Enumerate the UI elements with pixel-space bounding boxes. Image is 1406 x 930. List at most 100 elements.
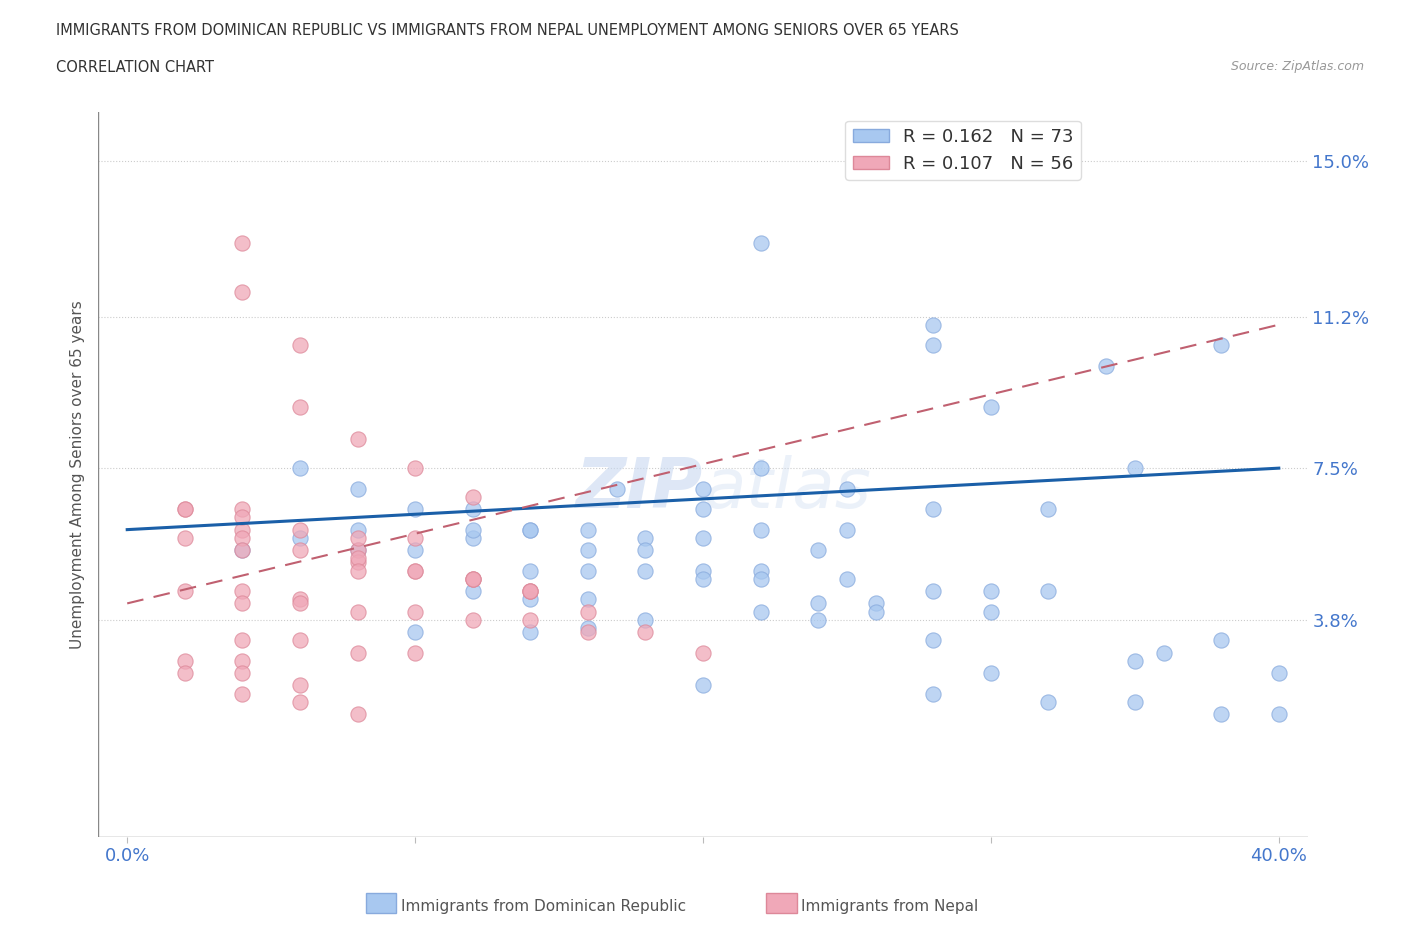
Point — [404, 543, 426, 558]
Point — [173, 666, 195, 681]
Point — [173, 530, 195, 545]
Point — [807, 596, 830, 611]
Point — [404, 625, 426, 640]
Point — [749, 522, 772, 537]
Point — [519, 564, 541, 578]
Point — [519, 522, 541, 537]
Point — [634, 543, 657, 558]
Point — [461, 571, 484, 586]
Point — [231, 522, 253, 537]
Point — [576, 543, 599, 558]
Point — [173, 501, 195, 516]
Point — [288, 522, 311, 537]
Point — [980, 604, 1002, 619]
Point — [749, 571, 772, 586]
Point — [288, 678, 311, 693]
Point — [1123, 654, 1146, 669]
Text: CORRELATION CHART: CORRELATION CHART — [56, 60, 214, 75]
Point — [980, 666, 1002, 681]
Point — [173, 501, 195, 516]
Point — [519, 584, 541, 599]
Point — [288, 530, 311, 545]
Point — [519, 584, 541, 599]
Point — [231, 686, 253, 701]
Point — [231, 501, 253, 516]
Point — [807, 612, 830, 627]
Point — [749, 460, 772, 475]
Point — [404, 530, 426, 545]
Point — [692, 571, 714, 586]
Point — [749, 604, 772, 619]
Point — [288, 591, 311, 606]
Point — [1038, 501, 1060, 516]
Point — [692, 645, 714, 660]
Point — [1123, 695, 1146, 710]
Point — [288, 543, 311, 558]
Point — [1211, 707, 1233, 722]
Point — [346, 645, 368, 660]
Point — [922, 501, 945, 516]
Point — [346, 543, 368, 558]
Point — [1153, 645, 1175, 660]
Point — [461, 571, 484, 586]
Point — [576, 625, 599, 640]
Point — [461, 501, 484, 516]
Point — [922, 317, 945, 332]
Point — [1268, 666, 1291, 681]
Point — [461, 571, 484, 586]
Point — [519, 591, 541, 606]
Point — [231, 543, 253, 558]
Point — [231, 584, 253, 599]
Point — [288, 632, 311, 647]
Point — [461, 612, 484, 627]
Point — [576, 522, 599, 537]
Point — [835, 571, 858, 586]
Point — [1038, 584, 1060, 599]
Point — [288, 460, 311, 475]
Point — [346, 604, 368, 619]
Point — [173, 584, 195, 599]
Point — [346, 481, 368, 496]
Point — [231, 596, 253, 611]
Point — [461, 530, 484, 545]
Point — [231, 666, 253, 681]
Point — [980, 399, 1002, 414]
Point — [519, 625, 541, 640]
Point — [288, 695, 311, 710]
Point — [346, 707, 368, 722]
Point — [576, 620, 599, 635]
Point — [1123, 460, 1146, 475]
Point — [519, 612, 541, 627]
Point — [346, 551, 368, 565]
Point — [922, 632, 945, 647]
Point — [576, 604, 599, 619]
Point — [231, 235, 253, 250]
Point — [461, 584, 484, 599]
Point — [692, 501, 714, 516]
Point — [576, 564, 599, 578]
Point — [692, 530, 714, 545]
Point — [519, 584, 541, 599]
Point — [404, 564, 426, 578]
Point — [404, 564, 426, 578]
Point — [288, 338, 311, 352]
Point — [634, 612, 657, 627]
Point — [288, 596, 311, 611]
Point — [346, 530, 368, 545]
Point — [346, 555, 368, 570]
Point — [231, 530, 253, 545]
Point — [835, 481, 858, 496]
Y-axis label: Unemployment Among Seniors over 65 years: Unemployment Among Seniors over 65 years — [70, 300, 86, 649]
Point — [922, 584, 945, 599]
Text: ZIP: ZIP — [575, 456, 703, 523]
Point — [835, 522, 858, 537]
Point — [288, 399, 311, 414]
Point — [922, 686, 945, 701]
Text: Immigrants from Nepal: Immigrants from Nepal — [801, 899, 979, 914]
Point — [231, 632, 253, 647]
Point — [519, 522, 541, 537]
Point — [173, 654, 195, 669]
Point — [346, 543, 368, 558]
Point — [1268, 707, 1291, 722]
Point — [692, 678, 714, 693]
